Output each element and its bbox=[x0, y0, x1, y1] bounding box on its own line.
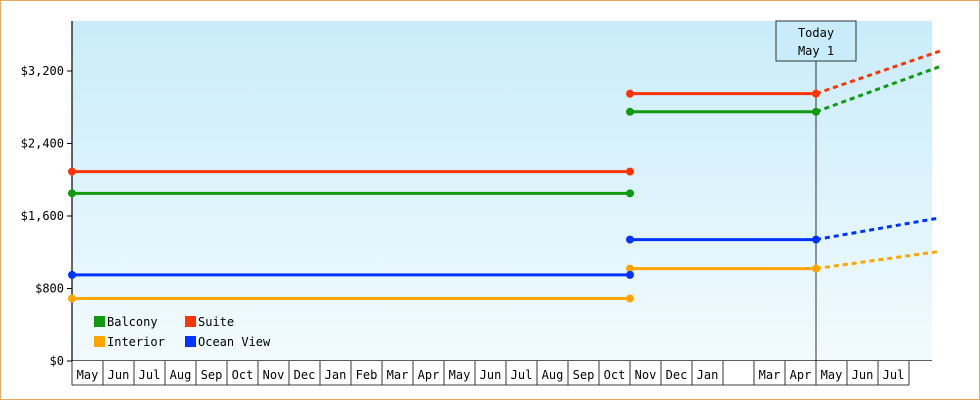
month-label: Feb bbox=[356, 368, 378, 382]
month-label: Oct bbox=[604, 368, 626, 382]
series-point-suite bbox=[626, 167, 634, 176]
month-label: Jan bbox=[325, 368, 347, 382]
legend: Balcony Suite Interior Ocean View bbox=[94, 315, 271, 349]
series-point-ocean-view bbox=[626, 235, 634, 244]
series-point-balcony bbox=[68, 189, 76, 198]
series-point-balcony bbox=[626, 189, 634, 198]
month-label: Mar bbox=[387, 368, 409, 382]
month-label: Apr bbox=[418, 368, 440, 382]
month-label: Aug bbox=[542, 368, 564, 382]
series-point-interior bbox=[626, 294, 634, 303]
month-label: Sep bbox=[201, 368, 223, 382]
series-point-suite bbox=[626, 89, 634, 98]
month-label: Dec bbox=[666, 368, 688, 382]
month-label: Apr bbox=[790, 368, 812, 382]
month-label: May bbox=[77, 368, 99, 382]
x-axis: May Jun Jul Aug Sep Oct Nov Dec Jan Feb Mar Apr May J… bbox=[71, 360, 932, 386]
legend-swatch-interior bbox=[94, 336, 105, 347]
month-label: Sep bbox=[573, 368, 595, 382]
legend-label-interior: Interior bbox=[107, 335, 165, 349]
legend-swatch-ocean-view bbox=[185, 336, 196, 347]
month-label: May bbox=[821, 368, 843, 382]
series-point-ocean-view bbox=[68, 270, 76, 279]
series-point-balcony bbox=[626, 107, 634, 116]
month-label: Mar bbox=[759, 368, 781, 382]
month-label: Jun bbox=[480, 368, 502, 382]
series-line-balcony bbox=[815, 65, 941, 114]
series-point-interior bbox=[68, 294, 76, 303]
legend-label-ocean-view: Ocean View bbox=[198, 335, 271, 349]
legend-swatch-suite bbox=[185, 316, 196, 327]
plot-background bbox=[72, 21, 932, 361]
month-label: Nov bbox=[635, 368, 657, 382]
x-axis-band bbox=[72, 361, 932, 385]
today-box bbox=[775, 20, 857, 62]
month-label: Jan bbox=[697, 368, 719, 382]
today-marker: Today May 1 bbox=[775, 20, 857, 361]
series-line-ocean-view bbox=[815, 216, 941, 242]
month-label: Nov bbox=[263, 368, 285, 382]
y-tick-label: $3,200 bbox=[21, 64, 64, 78]
today-label: Today bbox=[798, 26, 834, 40]
y-tick-label: $0 bbox=[50, 354, 64, 368]
series-line-suite bbox=[815, 49, 941, 96]
y-axis: $0 $800 $1,600 $2,400 $3,200 bbox=[21, 21, 73, 368]
month-label: Jul bbox=[883, 368, 905, 382]
legend-label-balcony: Balcony bbox=[107, 315, 158, 329]
y-tick-label: $800 bbox=[35, 282, 64, 296]
y-tick-label: $1,600 bbox=[21, 209, 64, 223]
month-label: Dec bbox=[294, 368, 316, 382]
series-point-interior bbox=[626, 264, 634, 273]
today-date: May 1 bbox=[798, 44, 834, 58]
month-label: Jul bbox=[139, 368, 161, 382]
series-point-suite bbox=[68, 167, 76, 176]
month-label: Jun bbox=[108, 368, 130, 382]
series-point-ocean-view bbox=[626, 270, 634, 279]
series-line-interior bbox=[815, 249, 941, 271]
month-label: Aug bbox=[170, 368, 192, 382]
y-tick-label: $2,400 bbox=[21, 137, 64, 151]
month-label: May bbox=[449, 368, 471, 382]
series-layer bbox=[68, 49, 941, 303]
month-label: Jun bbox=[852, 368, 874, 382]
legend-swatch-balcony bbox=[94, 316, 105, 327]
legend-label-suite: Suite bbox=[198, 315, 234, 329]
month-label: Jul bbox=[511, 368, 533, 382]
month-label: Oct bbox=[232, 368, 254, 382]
